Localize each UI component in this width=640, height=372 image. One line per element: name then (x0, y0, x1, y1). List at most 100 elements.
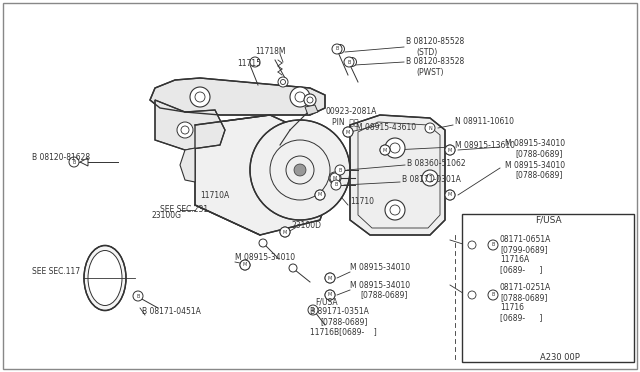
Text: SEE SEC.117: SEE SEC.117 (32, 267, 80, 276)
Text: B: B (492, 292, 495, 298)
Circle shape (445, 190, 455, 200)
Text: M: M (448, 148, 452, 153)
Text: B 08120-85528: B 08120-85528 (406, 38, 464, 46)
Polygon shape (305, 105, 318, 115)
Text: M: M (283, 230, 287, 234)
Circle shape (343, 127, 353, 137)
Text: 11716B[0689-    ]: 11716B[0689- ] (310, 327, 377, 337)
Text: 08171-0651A: 08171-0651A (500, 235, 552, 244)
Text: A230 00P: A230 00P (540, 353, 580, 362)
Text: 11716: 11716 (500, 304, 524, 312)
Text: 11715: 11715 (237, 60, 261, 68)
Text: M 08915-34010: M 08915-34010 (235, 253, 295, 263)
Circle shape (380, 145, 390, 155)
Circle shape (177, 122, 193, 138)
Circle shape (278, 77, 288, 87)
Circle shape (343, 127, 353, 137)
Text: 08171-0251A: 08171-0251A (500, 283, 551, 292)
Circle shape (332, 44, 342, 54)
Circle shape (290, 87, 310, 107)
Circle shape (335, 165, 345, 175)
Circle shape (240, 260, 250, 270)
Text: [0799-0689]: [0799-0689] (500, 246, 548, 254)
Circle shape (190, 87, 210, 107)
Text: 11718M: 11718M (255, 48, 285, 57)
Circle shape (447, 192, 452, 198)
Circle shape (445, 145, 455, 155)
Text: M: M (328, 276, 332, 280)
Text: M: M (448, 192, 452, 198)
Text: [0689-      ]: [0689- ] (500, 266, 542, 275)
Circle shape (325, 273, 335, 283)
Text: B: B (334, 183, 338, 187)
Circle shape (282, 230, 287, 234)
Circle shape (250, 120, 350, 220)
Circle shape (488, 290, 498, 300)
Circle shape (385, 200, 405, 220)
Circle shape (445, 190, 455, 200)
Text: [0788-0689]: [0788-0689] (320, 317, 367, 327)
Text: B 08171-0301A: B 08171-0301A (402, 176, 461, 185)
Circle shape (344, 57, 354, 67)
Polygon shape (195, 115, 330, 235)
Text: [0788-0689]: [0788-0689] (500, 294, 547, 302)
Text: B: B (339, 167, 342, 173)
Text: B: B (348, 60, 351, 64)
Text: 11710A: 11710A (200, 190, 229, 199)
Circle shape (488, 240, 498, 250)
Polygon shape (180, 148, 195, 182)
Circle shape (468, 241, 476, 249)
Text: [0788-0689]: [0788-0689] (515, 170, 563, 180)
Circle shape (445, 145, 455, 155)
Text: 23100D: 23100D (292, 221, 322, 230)
Circle shape (329, 172, 341, 184)
Circle shape (243, 263, 248, 267)
Polygon shape (155, 100, 225, 150)
Text: M 08915-43610: M 08915-43610 (356, 124, 416, 132)
Text: N 08911-10610: N 08911-10610 (455, 118, 514, 126)
Text: (PWST): (PWST) (416, 67, 444, 77)
Text: F/USA: F/USA (534, 215, 561, 224)
Text: (STD): (STD) (416, 48, 437, 57)
Text: B: B (311, 308, 315, 312)
Text: 11716A: 11716A (500, 256, 529, 264)
Circle shape (259, 239, 267, 247)
Circle shape (294, 164, 306, 176)
Text: [0788-0689]: [0788-0689] (515, 150, 563, 158)
Text: B 08120-83528: B 08120-83528 (406, 58, 464, 67)
Ellipse shape (84, 246, 126, 311)
Polygon shape (150, 78, 325, 115)
FancyBboxPatch shape (462, 214, 634, 362)
Circle shape (308, 305, 318, 315)
Text: F/USA: F/USA (315, 298, 338, 307)
Circle shape (133, 291, 143, 301)
Circle shape (328, 276, 333, 280)
Text: B: B (492, 243, 495, 247)
Circle shape (380, 145, 390, 155)
Circle shape (325, 290, 335, 300)
Text: M: M (243, 263, 247, 267)
Text: M: M (346, 129, 350, 135)
Text: M 08915-34010: M 08915-34010 (505, 160, 565, 170)
Polygon shape (80, 158, 88, 166)
Circle shape (69, 157, 79, 167)
Circle shape (280, 227, 290, 237)
Text: PIN  ピン: PIN ピン (332, 118, 358, 126)
Text: M: M (383, 148, 387, 153)
Text: B 08360-51062: B 08360-51062 (407, 158, 466, 167)
Circle shape (330, 173, 340, 183)
Text: M 08915-34010: M 08915-34010 (350, 263, 410, 273)
Text: M: M (318, 192, 322, 198)
Circle shape (383, 148, 387, 153)
Circle shape (447, 148, 452, 153)
Text: B 89171-0351A: B 89171-0351A (310, 308, 369, 317)
Text: [0689-      ]: [0689- ] (500, 314, 542, 323)
Circle shape (346, 129, 351, 135)
Circle shape (315, 190, 325, 200)
Text: 00923-2081A: 00923-2081A (325, 108, 376, 116)
Text: M 08915-34010: M 08915-34010 (505, 140, 565, 148)
Circle shape (317, 192, 323, 198)
Circle shape (385, 138, 405, 158)
Text: B: B (136, 294, 140, 298)
Text: [0788-0689]: [0788-0689] (360, 291, 408, 299)
